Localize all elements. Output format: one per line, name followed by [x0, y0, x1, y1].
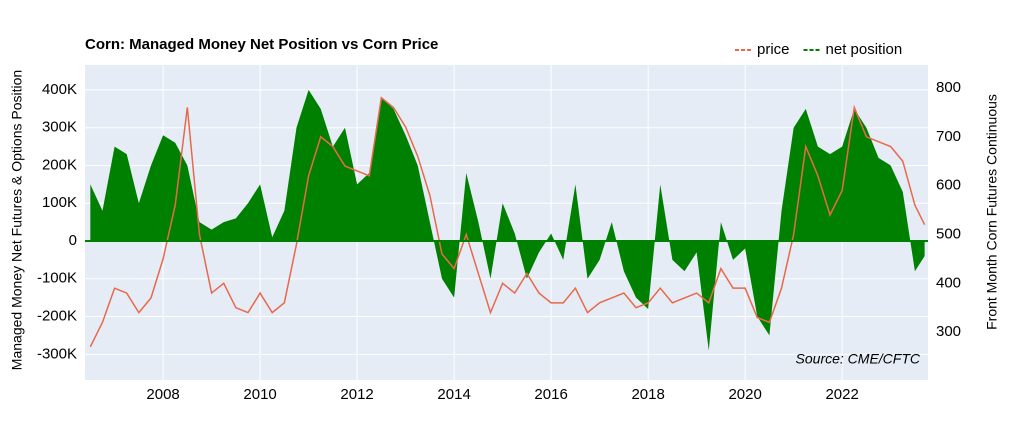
y-tick-label: -100K [37, 270, 77, 287]
y-tick-label: 200K [42, 156, 77, 173]
chart-title: Corn: Managed Money Net Position vs Corn… [85, 36, 438, 53]
x-tick-label: 2010 [243, 386, 276, 403]
x-tick-label: 2014 [437, 386, 470, 403]
y-axis-label: Managed Money Net Futures & Options Posi… [9, 70, 25, 370]
y-tick-label: 100K [42, 194, 77, 211]
y2-tick-label: 600 [936, 177, 961, 194]
price-line [89, 96, 926, 348]
y2-tick-label: 300 [936, 323, 961, 340]
y2-tick-label: 700 [936, 128, 961, 145]
y-tick-label: 300K [42, 119, 77, 136]
annotation: Source: CME/CFTC [796, 351, 921, 367]
y-tick-label: -200K [37, 308, 77, 325]
x-tick-label: 2016 [534, 386, 567, 403]
y2-tick-label: 500 [936, 225, 961, 242]
y2-tick-label: 800 [936, 79, 961, 96]
y2-axis-label: Front Month Corn Futures Continuous [984, 94, 1000, 330]
x-tick-label: 2022 [825, 386, 858, 403]
legend-label: net position [826, 41, 903, 58]
y-tick-label: 400K [42, 81, 77, 98]
y2-tick-label: 400 [936, 274, 961, 291]
y-tick-label: 0 [69, 232, 77, 249]
y-tick-label: -300K [37, 345, 77, 362]
x-tick-label: 2020 [728, 386, 761, 403]
x-tick-label: 2012 [340, 386, 373, 403]
x-tick-label: 2018 [631, 386, 664, 403]
legend-label: price [757, 41, 790, 58]
x-tick-label: 2008 [146, 386, 179, 403]
net-position-area [90, 89, 925, 351]
